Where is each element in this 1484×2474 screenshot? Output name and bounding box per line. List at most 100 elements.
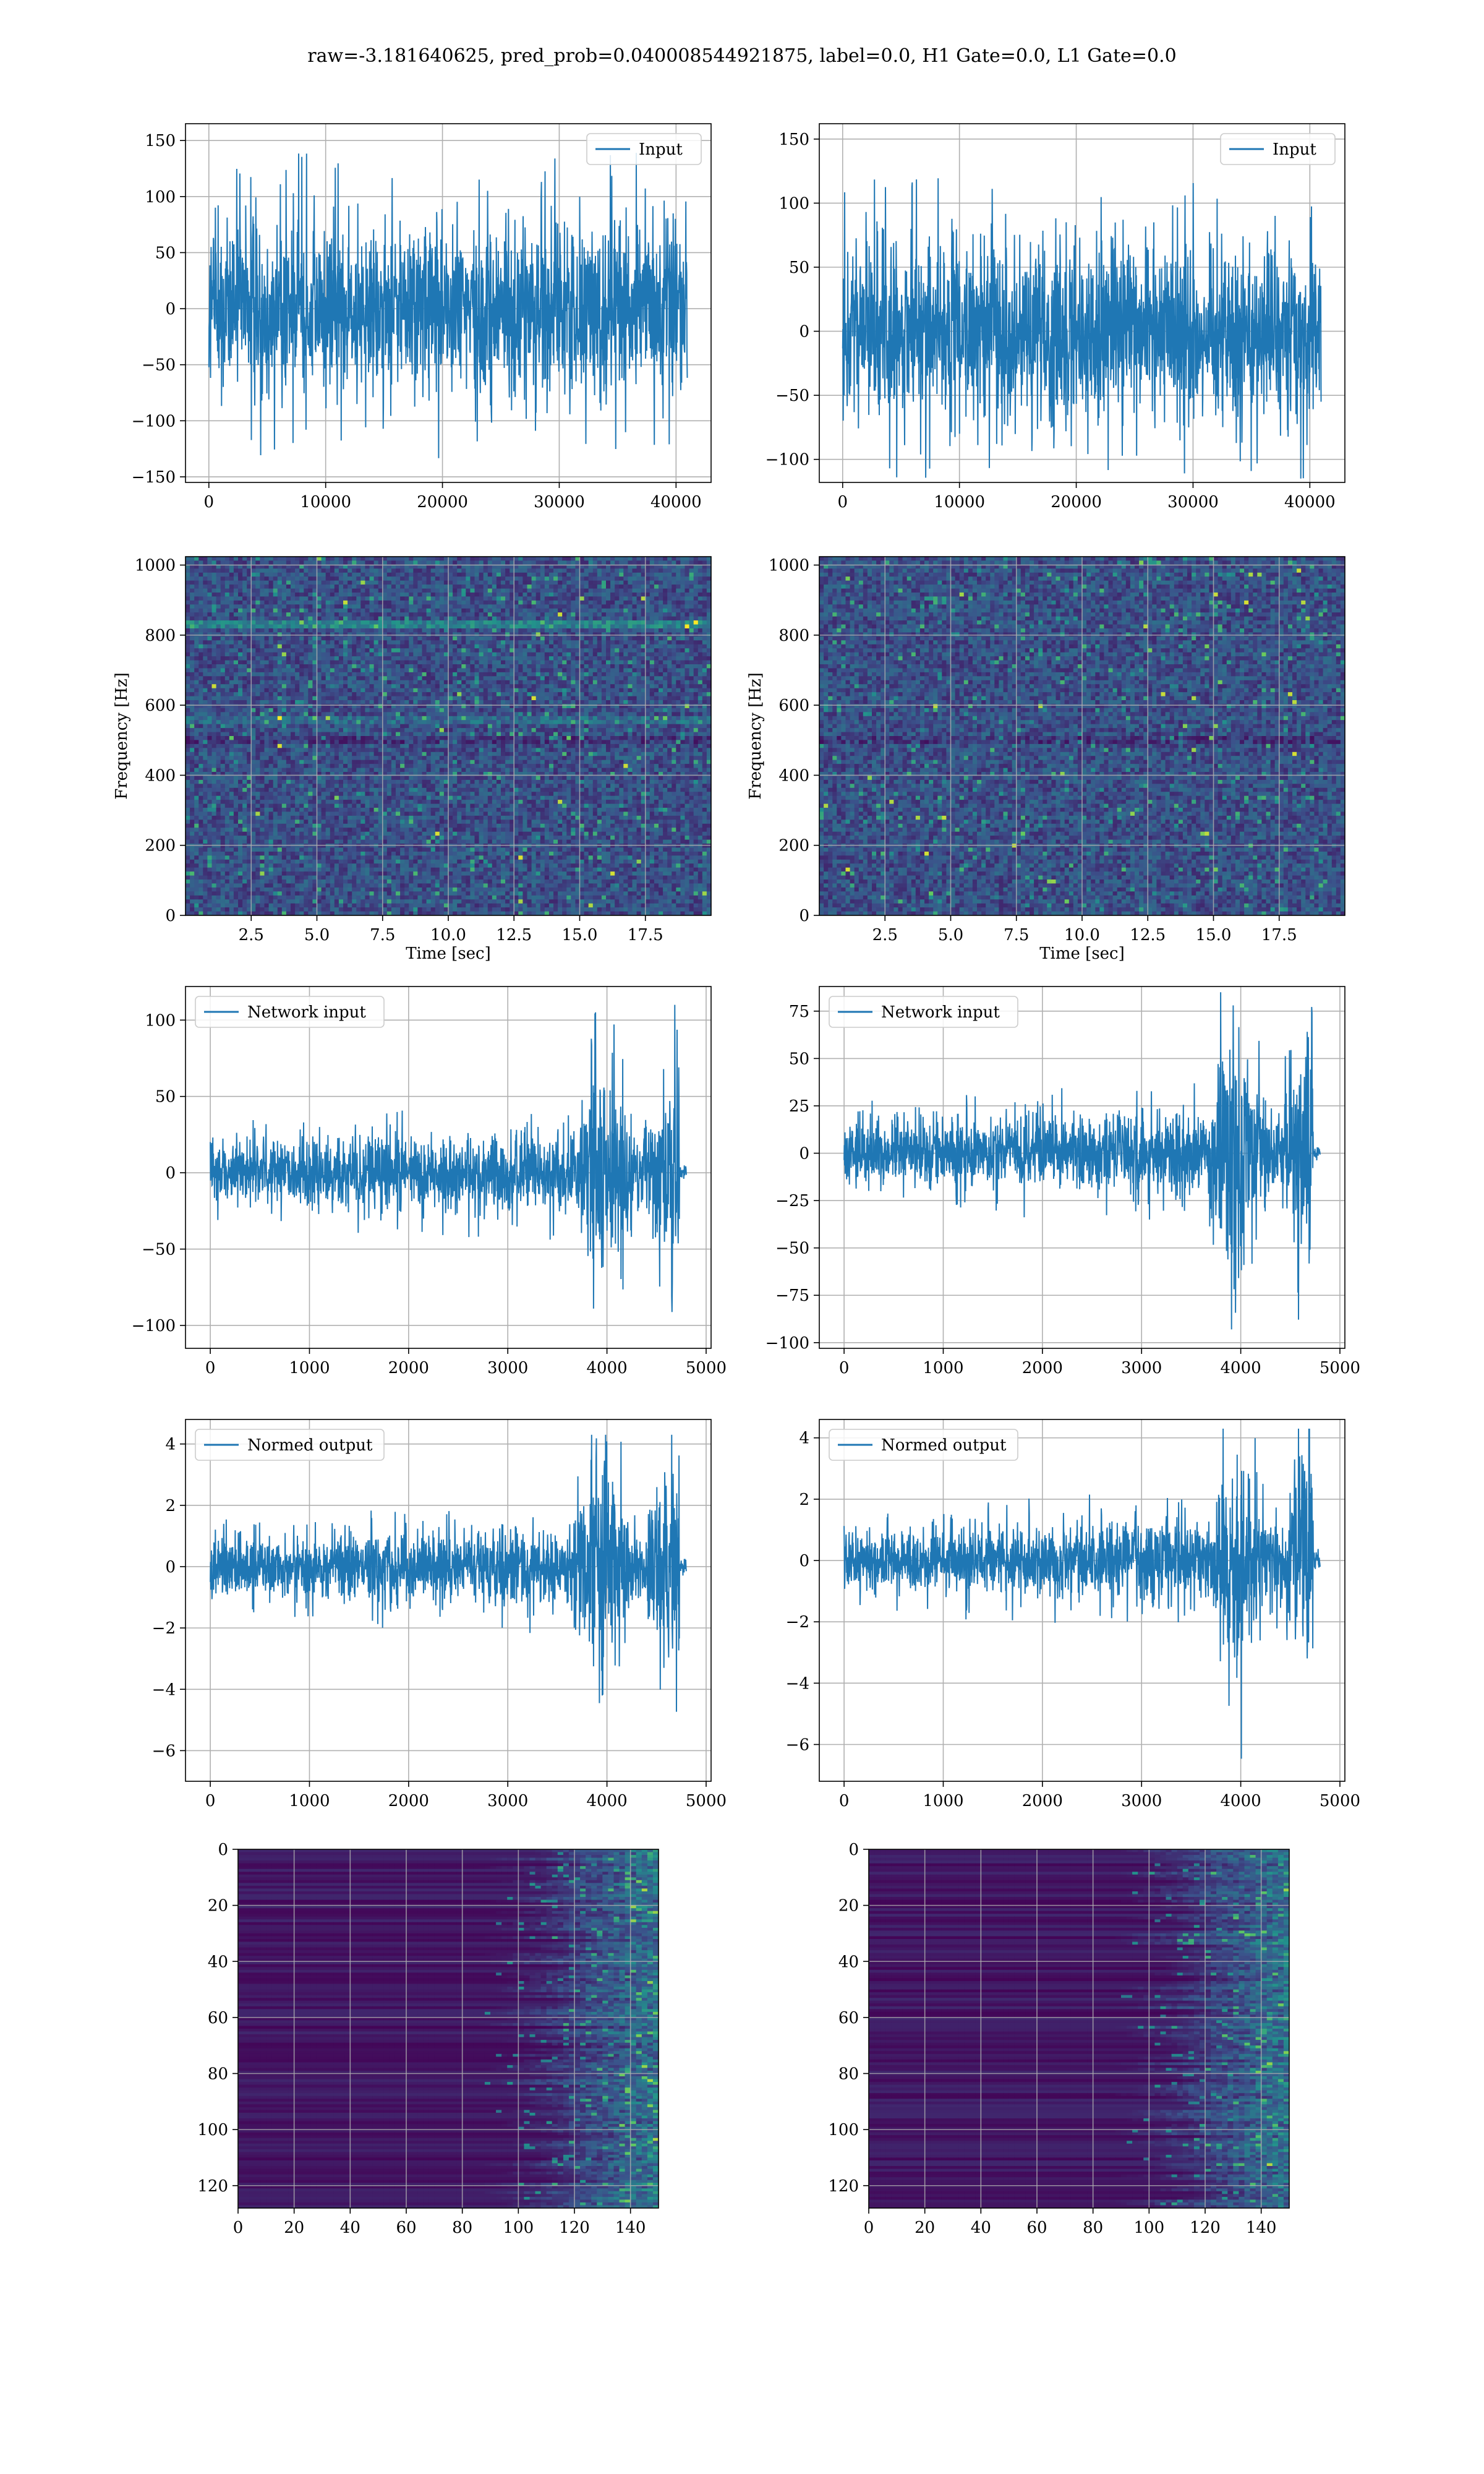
network-input-l1-ytick-label: 0 (799, 1145, 809, 1163)
normed-output-h1-ytick-label: 2 (165, 1497, 176, 1515)
spectrogram-h1-xtick-label: 7.5 (370, 926, 395, 944)
normed-output-l1-xtick-label: 2000 (1022, 1792, 1063, 1810)
feature-map-l1-ytick-label: 80 (838, 2065, 859, 2084)
spectrogram-l1-ylabel: Frequency [Hz] (746, 672, 765, 800)
feature-map-h1-chart: 0 20 40 60 80 100 120 140 0 20 40 60 80 100 120 (197, 1841, 659, 2237)
network-input-l1-legend: Network input (829, 996, 1018, 1028)
input-h1-ytick-label: −150 (132, 468, 176, 487)
normed-output-l1-chart: 0 1000 2000 3000 4000 5000 −6 −4 −2 0 2 4 Normed out… (786, 1419, 1360, 1810)
input-l1-ytick-label: −50 (775, 387, 809, 405)
network-input-l1-chart: 0 1000 2000 3000 4000 5000 −100 −75 −50 −25 0 25 50 7… (765, 986, 1360, 1377)
spectrogram-l1-ytick-label: 600 (778, 696, 809, 715)
network-input-h1-ytick-label: −100 (132, 1317, 176, 1335)
spectrogram-l1-xtick-label: 12.5 (1130, 926, 1166, 944)
network-input-l1-ytick-label: −50 (775, 1239, 809, 1258)
normed-output-l1-xtick-label: 1000 (923, 1792, 963, 1810)
network-input-l1-xtick-label: 2000 (1022, 1359, 1063, 1377)
network-input-h1-legend: Network input (195, 996, 385, 1028)
input-l1-legend-label: Input (1273, 140, 1316, 159)
feature-map-l1-heatmap (869, 1849, 1289, 2208)
spectrogram-l1-xtick-label: 17.5 (1261, 926, 1297, 944)
normed-output-l1-ytick-label: 4 (799, 1429, 809, 1448)
network-input-h1-ytick-label: 100 (145, 1011, 176, 1030)
network-input-l1-ytick-label: −25 (775, 1192, 809, 1210)
feature-map-l1-ytick-label: 120 (828, 2177, 859, 2196)
feature-map-h1-xtick-label: 0 (233, 2219, 244, 2237)
spectrogram-l1-ytick-label: 1000 (769, 557, 809, 575)
feature-map-h1-ytick-label: 20 (208, 1897, 228, 1915)
spectrogram-l1-xtick-label: 7.5 (1004, 926, 1029, 944)
normed-output-h1-ytick-label: −6 (152, 1742, 176, 1760)
network-input-l1-xtick-label: 0 (839, 1359, 850, 1377)
feature-map-l1-ytick-label: 0 (848, 1841, 859, 1859)
spectrogram-h1-heatmap (186, 557, 711, 915)
feature-map-h1-heatmap (238, 1849, 659, 2208)
spectrogram-h1-xtick-label: 17.5 (628, 926, 663, 944)
network-input-h1-xtick-label: 4000 (587, 1359, 628, 1377)
normed-output-l1-legend: Normed output (829, 1429, 1018, 1461)
network-input-l1-ytick-label: −75 (775, 1286, 809, 1305)
spectrogram-h1-xtick-label: 12.5 (496, 926, 532, 944)
network-input-h1-ytick-label: 0 (165, 1164, 176, 1183)
normed-output-l1-legend-label: Normed output (881, 1436, 1007, 1455)
normed-output-l1-xtick-label: 4000 (1221, 1792, 1261, 1810)
input-h1-frame (185, 123, 712, 483)
feature-map-l1-ytick-label: 100 (828, 2121, 859, 2139)
spectrogram-l1-ytick-label: 400 (778, 766, 809, 785)
normed-output-h1-frame (185, 1419, 712, 1782)
input-h1-xtick-label: 20000 (417, 493, 468, 511)
input-h1-xtick-label: 0 (204, 493, 215, 511)
feature-map-h1-ytick-label: 80 (208, 2065, 228, 2084)
feature-map-h1-xtick-label: 80 (452, 2219, 472, 2237)
network-input-l1-frame (819, 986, 1345, 1349)
network-input-l1-series-line (843, 992, 1321, 1330)
input-l1-xtick-label: 0 (838, 493, 848, 511)
feature-map-h1-xtick-label: 40 (340, 2219, 360, 2237)
normed-output-h1-xtick-label: 4000 (587, 1792, 628, 1810)
input-h1-ytick-label: 50 (155, 244, 176, 262)
spectrogram-h1-chart: 2.5 5.0 7.5 10.0 12.5 15.0 17.5 0 200 400 600 800 10… (113, 556, 712, 963)
normed-output-l1-series-line (843, 1428, 1321, 1759)
network-input-h1-xtick-label: 2000 (388, 1359, 429, 1377)
normed-output-l1-ytick-label: 2 (799, 1491, 809, 1509)
feature-map-l1-xtick-label: 40 (971, 2219, 991, 2237)
input-h1-ytick-label: 0 (165, 300, 176, 319)
network-input-l1-legend-label: Network input (881, 1003, 1000, 1022)
normed-output-h1-chart: 0 1000 2000 3000 4000 5000 −6 −4 −2 0 2 4 Normed out… (152, 1419, 727, 1810)
input-h1-chart: 0 10000 20000 30000 40000 −150 −100 −50 0 50 100 15… (132, 123, 712, 511)
spectrogram-h1-xlabel: Time [sec] (406, 944, 491, 963)
input-l1-series-line (842, 178, 1322, 479)
network-input-h1-xtick-label: 1000 (289, 1359, 330, 1377)
network-input-h1-frame (185, 986, 712, 1349)
input-h1-ytick-label: 100 (145, 188, 176, 207)
network-input-h1-ytick-label: 50 (155, 1088, 176, 1106)
input-h1-ytick-label: −50 (142, 356, 176, 375)
input-h1-ytick-label: −100 (132, 412, 176, 430)
input-l1-ytick-label: 100 (778, 194, 809, 213)
normed-output-h1-ytick-label: −4 (152, 1680, 176, 1699)
network-input-l1-ytick-label: −100 (765, 1334, 809, 1353)
spectrogram-h1-ytick-label: 400 (145, 766, 176, 785)
normed-output-h1-xtick-label: 3000 (487, 1792, 528, 1810)
spectrogram-l1-ytick-label: 200 (778, 837, 809, 855)
feature-map-l1-xtick-label: 60 (1026, 2219, 1047, 2237)
feature-map-l1-xtick-label: 20 (915, 2219, 935, 2237)
feature-map-h1-xtick-label: 100 (503, 2219, 534, 2237)
normed-output-h1-xtick-label: 2000 (388, 1792, 429, 1810)
spectrogram-h1-ylabel: Frequency [Hz] (113, 672, 131, 800)
spectrogram-h1-xtick-label: 5.0 (304, 926, 330, 944)
feature-map-h1-xtick-label: 120 (559, 2219, 590, 2237)
feature-map-l1-xtick-label: 0 (864, 2219, 874, 2237)
spectrogram-h1-ytick-label: 1000 (135, 557, 176, 575)
input-h1-series-line (208, 153, 688, 458)
feature-map-h1-ytick-label: 0 (218, 1841, 228, 1859)
network-input-h1-ytick-label: −50 (142, 1241, 176, 1259)
spectrogram-h1-ytick-label: 600 (145, 696, 176, 715)
input-l1-xtick-label: 40000 (1284, 493, 1336, 511)
input-l1-ytick-label: 150 (778, 131, 809, 149)
normed-output-l1-ytick-label: −2 (786, 1613, 809, 1632)
normed-output-h1-series-line (210, 1434, 687, 1712)
feature-map-l1-chart: 0 20 40 60 80 100 120 140 0 20 40 60 80 100 120 (828, 1841, 1290, 2237)
network-input-l1-ytick-label: 50 (789, 1050, 809, 1068)
feature-map-h1-ytick-label: 60 (208, 2009, 228, 2027)
